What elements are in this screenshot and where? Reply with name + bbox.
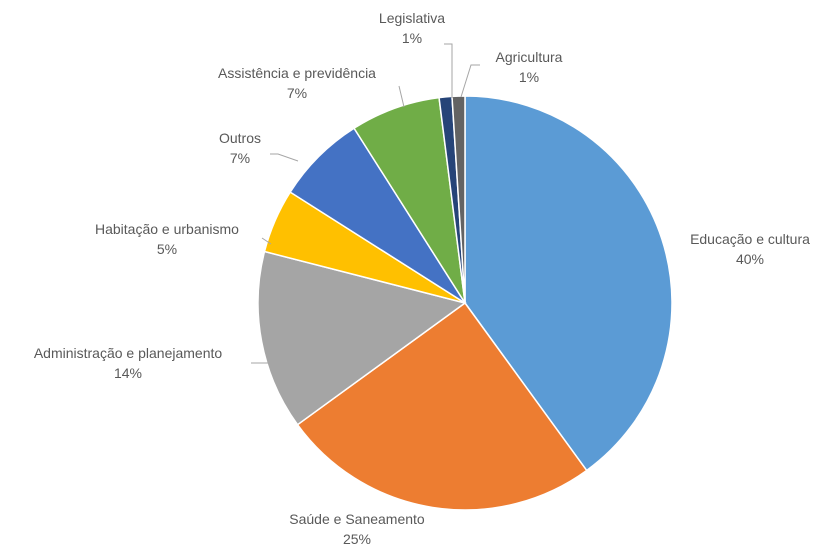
data-label-name-assistencia-e-previdencia: Assistência e previdência xyxy=(218,65,376,81)
data-label-value-saude-e-saneamento: 25% xyxy=(343,531,371,547)
data-label-name-legislativa: Legislativa xyxy=(379,10,445,26)
data-labels-layer: Educação e cultura 40% Saúde e Saneamento 2… xyxy=(34,10,810,547)
data-label-name-outros: Outros xyxy=(219,130,261,146)
leader-line-assistencia-e-previdencia xyxy=(398,85,405,108)
data-label-name-saude-e-saneamento: Saúde e Saneamento xyxy=(289,511,425,527)
slices-layer xyxy=(257,95,673,511)
leader-line-legislativa xyxy=(444,43,453,98)
data-label-value-habitacao-e-urbanismo: 5% xyxy=(157,241,177,257)
data-label-name-administracao-e-planejamento: Administração e planejamento xyxy=(34,345,223,361)
data-label-value-educacao-e-cultura: 40% xyxy=(736,251,764,267)
data-label-value-administracao-e-planejamento: 14% xyxy=(114,365,142,381)
data-label-value-outros: 7% xyxy=(230,150,250,166)
data-label-name-educacao-e-cultura: Educação e cultura xyxy=(690,231,810,247)
data-label-value-legislativa: 1% xyxy=(402,30,422,46)
pie-slice-saude-e-saneamento xyxy=(296,301,588,511)
data-label-value-agricultura: 1% xyxy=(519,69,539,85)
leader-line-outros xyxy=(270,153,299,162)
data-label-name-habitacao-e-urbanismo: Habitação e urbanismo xyxy=(95,221,239,237)
leader-line-agricultura xyxy=(460,64,480,98)
pie-slice-administracao-e-planejamento xyxy=(257,250,467,426)
data-label-name-agricultura: Agricultura xyxy=(496,49,563,65)
data-label-value-assistencia-e-previdencia: 7% xyxy=(287,85,307,101)
leader-line-habitacao-e-urbanismo xyxy=(261,237,272,245)
pie-slice-educacao-e-cultura xyxy=(464,95,673,472)
leader-lines-layer xyxy=(251,43,480,364)
